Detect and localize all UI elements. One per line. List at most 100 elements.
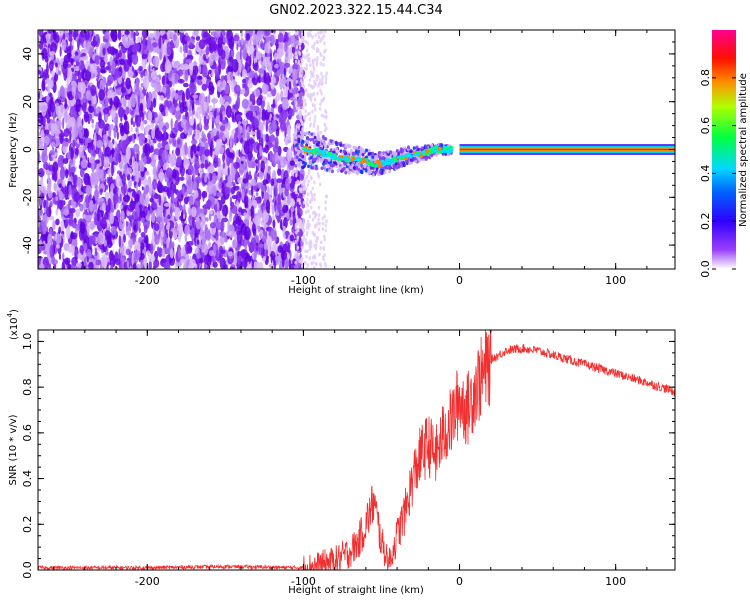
spectrogram-cell [87,160,90,168]
spectrogram-cell [102,47,106,56]
spectrogram-cell [43,161,49,170]
spectrogram-cell [274,136,279,149]
spectrogram-cell [233,84,241,95]
spectrogram-cell [271,119,277,132]
spectrogram-cell [205,200,213,207]
spectrogram-cell [294,207,298,212]
spectrogram-cell [315,62,318,67]
spectrogram-cell [259,243,264,248]
spectrogram-cell [220,218,225,233]
spectrogram-cell [304,210,308,215]
spectrogram-cell [300,256,303,261]
spectrogram-cell [313,255,317,260]
spectrogram-cell [191,110,196,116]
spectrogram-cell [180,258,186,264]
spectrogram-cell [118,153,122,163]
spectrogram-cell [231,44,234,51]
spectrogram-cell [174,207,181,220]
spectrogram-cell [274,63,279,69]
spectrogram-cell [338,166,342,170]
spectrogram-cell [104,230,111,239]
spectrogram-cell [131,175,134,181]
spectrogram-cell [203,203,208,216]
spectrogram-cell [295,250,298,255]
spectrogram-cell [140,210,146,219]
spectrogram-cell [261,113,265,119]
spectrogram-cell [125,106,130,115]
spectrogram-cell [323,237,326,242]
spectrogram-cell [165,167,173,179]
spectrogram-cell [240,37,244,46]
spectrogram-cell [297,221,300,226]
spectrogram-cell [308,77,312,82]
spectrogram-cell [323,41,326,46]
spectrogram-cell [174,93,179,101]
spectrogram-cell [70,58,74,66]
spectrogram-cell [90,62,98,72]
spectrogram-cell [233,185,241,191]
spectrogram-cell [321,216,325,221]
spectrogram-cell [216,192,224,198]
spectrogram-cell [317,137,321,142]
spectrogram-cell [48,262,52,269]
spectrogram-cell [317,140,321,145]
spectrogram-cell [161,43,167,56]
spectrogram-cell [226,30,234,43]
spectrogram-cell [49,156,53,162]
spectrogram-cell [55,62,58,68]
spectrogram-cell [251,91,255,104]
spectrogram-cell [243,212,247,218]
spectrogram-cell [283,67,286,76]
spectrogram-cell [153,148,161,156]
spectrogram-cell [238,186,241,193]
spectrogram-cell [271,256,275,261]
spectrogram-cell [270,178,275,187]
spectrogram-cell [49,51,56,56]
spectrogram-cell [298,224,302,229]
spectrogram-cell [53,182,58,192]
spectrogram-cell [133,250,141,260]
spectrogram-cell [107,89,113,99]
spectrogram-cell [123,113,128,120]
spectrogram-cell [228,251,233,257]
spectrogram-cell [222,153,225,163]
spectrogram-cell [311,137,315,142]
spectrogram-cell [120,235,124,247]
spectrogram-cell [63,111,68,123]
spectrogram-cell [90,149,93,157]
spectrogram-cell [188,195,194,208]
spectrogram-cell [296,92,300,97]
spectrogram-cell [321,255,325,260]
spectrogram-cell [93,132,97,146]
spectrogram-cell [95,107,99,115]
spectrogram-cell [331,140,335,145]
spectrogram-cell [54,234,57,242]
spectrogram-cell [309,84,313,89]
spectrogram-cell [99,188,103,193]
spectrogram-cell [312,46,315,51]
spectrogram-cell [209,144,213,158]
spectrogram-cell [162,75,166,86]
spectrogram-cell [171,168,177,180]
spectrogram-cell [131,53,139,65]
spectrogram-cell [53,168,58,183]
spectrogram-cell [297,106,301,111]
spectrogram-cell [152,201,157,209]
spectrogram-cell [191,180,198,191]
spectrogram-cell [223,264,228,269]
spectrogram-cell [289,234,295,242]
spectrogram-cell [295,55,298,60]
spectrogram-cell [148,254,156,263]
spectrogram-cell [75,208,81,218]
spectrogram-cell [38,131,41,137]
spectrogram-cell [367,171,371,175]
spectrogram-cell [185,173,189,182]
spectrogram-cell [188,50,192,56]
spectrogram-cell [300,32,304,37]
spectrogram-cell [284,160,290,165]
spectrogram-cell [251,258,254,269]
spectrogram-cell [50,141,56,149]
spectrogram-cell [241,98,249,109]
spectrogram-cell [158,171,165,181]
spectrogram-cell [297,97,304,109]
